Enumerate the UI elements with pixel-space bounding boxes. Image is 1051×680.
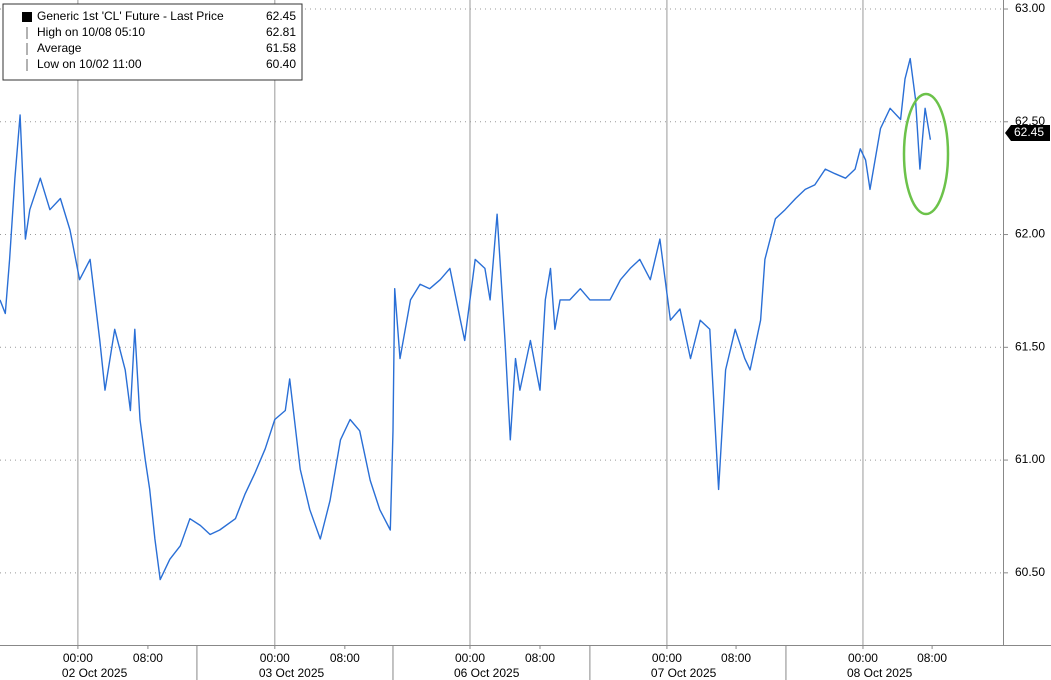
- y-tick-label: 61.50: [1015, 339, 1045, 353]
- price-line: [0, 57, 932, 581]
- highlight-ellipse: [902, 92, 950, 216]
- legend-label: Generic 1st 'CL' Future - Last Price: [37, 9, 224, 23]
- plot: [0, 57, 932, 581]
- date-label: 06 Oct 2025: [454, 666, 520, 680]
- date-label: 08 Oct 2025: [847, 666, 913, 680]
- legend-value: 62.45: [266, 9, 296, 23]
- x-tick-label: 00:00: [652, 651, 682, 665]
- legend-label: High on 10/08 05:10: [37, 25, 145, 39]
- legend-value: 62.81: [266, 25, 296, 39]
- legend-value: 61.58: [266, 41, 296, 55]
- x-tick-label: 08:00: [917, 651, 947, 665]
- legend-label: Average: [37, 41, 82, 55]
- x-tick-label: 00:00: [63, 651, 93, 665]
- x-tick-label: 00:00: [455, 651, 485, 665]
- axes: 60.50 61.00 61.50 62.00 62.50 63.00 00:00 08:00…: [62, 1, 1050, 680]
- x-tick-label: 08:00: [133, 651, 163, 665]
- last-price-tag: [1005, 125, 1050, 142]
- x-tick-label: 08:00: [525, 651, 555, 665]
- x-tick-label: 08:00: [721, 651, 751, 665]
- y-tick-label: 60.50: [1015, 565, 1045, 579]
- y-tick-label: 62.00: [1015, 227, 1045, 241]
- legend: Generic 1st 'CL' Future - Last Price 62.4…: [2, 3, 303, 81]
- date-label: 03 Oct 2025: [259, 666, 325, 680]
- grid: [0, 0, 1003, 645]
- legend-box: [2, 3, 303, 81]
- date-label: 07 Oct 2025: [651, 666, 717, 680]
- x-tick-label: 00:00: [260, 651, 290, 665]
- y-tick-label: 63.00: [1015, 1, 1045, 15]
- y-tick-label: 62.50: [1015, 114, 1045, 128]
- y-tick-label: 61.00: [1015, 452, 1045, 466]
- legend-value: 60.40: [266, 57, 296, 71]
- date-label: 02 Oct 2025: [62, 666, 128, 680]
- x-tick-label: 08:00: [330, 651, 360, 665]
- x-tick-label: 00:00: [848, 651, 878, 665]
- legend-label: Low on 10/02 11:00: [37, 57, 142, 71]
- legend-swatch: [22, 12, 32, 22]
- last-price-label: 62.45: [1014, 125, 1044, 139]
